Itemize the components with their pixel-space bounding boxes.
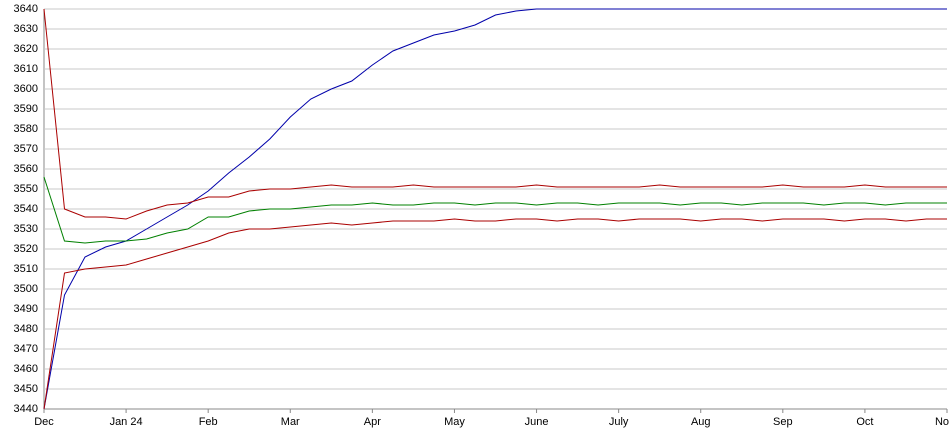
line-series [43, 176, 947, 244]
x-tick-label: Feb [199, 416, 218, 428]
y-tick-label: 3440 [14, 403, 38, 415]
y-tick-label: 3640 [14, 3, 38, 15]
y-tick-label: 3630 [14, 23, 38, 35]
y-tick-label: 3540 [14, 203, 38, 215]
y-tick-label: 3480 [14, 323, 38, 335]
y-tick-label: 3500 [14, 283, 38, 295]
y-tick-label: 3530 [14, 223, 38, 235]
x-tick-label: July [609, 416, 629, 428]
line-series [43, 218, 947, 410]
x-tick-label: Apr [364, 416, 381, 428]
y-tick-label: 3590 [14, 103, 38, 115]
y-tick-label: 3560 [14, 163, 38, 175]
y-tick-label: 3450 [14, 383, 38, 395]
x-tick-label: Mar [281, 416, 300, 428]
y-tick-label: 3470 [14, 343, 38, 355]
line-series [43, 8, 947, 410]
y-tick-label: 3510 [14, 263, 38, 275]
x-tick-label: Oct [856, 416, 873, 428]
line-series [43, 8, 947, 220]
x-tick-label: June [525, 416, 549, 428]
y-tick-label: 3490 [14, 303, 38, 315]
y-tick-label: 3550 [14, 183, 38, 195]
y-tick-label: 3580 [14, 123, 38, 135]
x-tick-label: No [935, 416, 949, 428]
x-tick-label: May [444, 416, 465, 428]
y-tick-label: 3600 [14, 83, 38, 95]
y-tick-label: 3460 [14, 363, 38, 375]
y-tick-label: 3570 [14, 143, 38, 155]
x-tick-label: Jan 24 [110, 416, 143, 428]
x-tick-label: Dec [34, 416, 54, 428]
x-tick-label: Sep [773, 416, 793, 428]
y-tick-label: 3620 [14, 43, 38, 55]
y-tick-label: 3520 [14, 243, 38, 255]
x-tick-label: Aug [691, 416, 711, 428]
y-tick-label: 3610 [14, 63, 38, 75]
